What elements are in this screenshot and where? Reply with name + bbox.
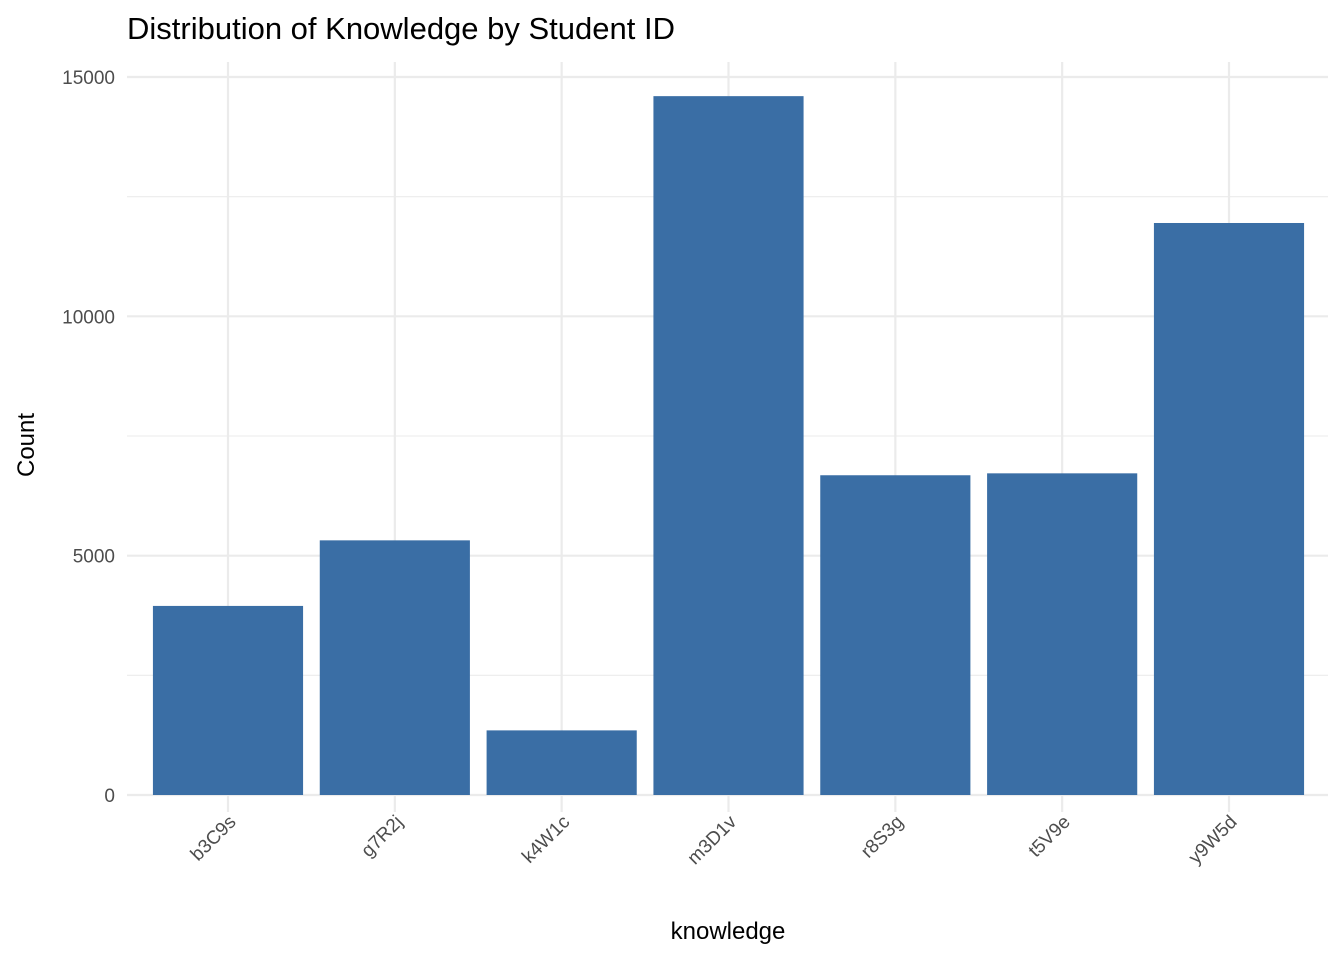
x-tick-label: t5V9e: [1025, 812, 1075, 862]
bar-t5V9e: [987, 473, 1138, 795]
y-tick-label: 0: [104, 786, 115, 807]
x-tick-label: b3C9s: [187, 812, 241, 866]
x-tick-label: g7R2j: [357, 812, 407, 862]
y-tick-label: 5000: [73, 547, 115, 568]
x-axis-title: knowledge: [671, 918, 786, 945]
chart-title: Distribution of Knowledge by Student ID: [127, 11, 675, 46]
x-tick-label: y9W5d: [1185, 812, 1242, 869]
bar-k4W1c: [486, 730, 637, 795]
x-axis-tick-labels: b3C9s g7R2j k4W1c m3D1v r8S3g t5V9e y9W5d: [187, 811, 1242, 869]
bar-b3C9s: [152, 605, 304, 795]
y-tick-label: 15000: [62, 68, 115, 89]
x-tick-label: k4W1c: [518, 812, 574, 868]
x-tick-label: m3D1v: [684, 811, 742, 869]
y-tick-label: 10000: [62, 307, 115, 328]
bar-m3D1v: [653, 96, 804, 795]
x-tick-label: r8S3g: [857, 812, 908, 863]
bar-r8S3g: [820, 475, 971, 795]
bars: [152, 96, 1305, 795]
y-axis-title: Count: [13, 413, 40, 477]
y-axis-tick-labels: 0 5000 10000 15000: [62, 68, 115, 807]
bar-y9W5d: [1153, 222, 1305, 795]
bar-g7R2j: [319, 540, 470, 795]
